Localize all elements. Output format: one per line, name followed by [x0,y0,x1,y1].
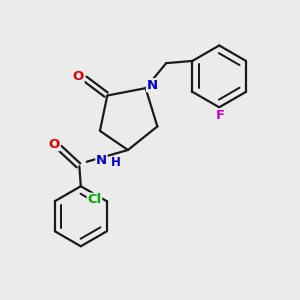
Text: N: N [96,154,107,167]
Text: O: O [73,70,84,83]
Text: O: O [49,138,60,151]
Text: Cl: Cl [87,193,102,206]
Text: N: N [146,79,158,92]
Text: F: F [216,109,225,122]
Text: H: H [111,156,121,169]
